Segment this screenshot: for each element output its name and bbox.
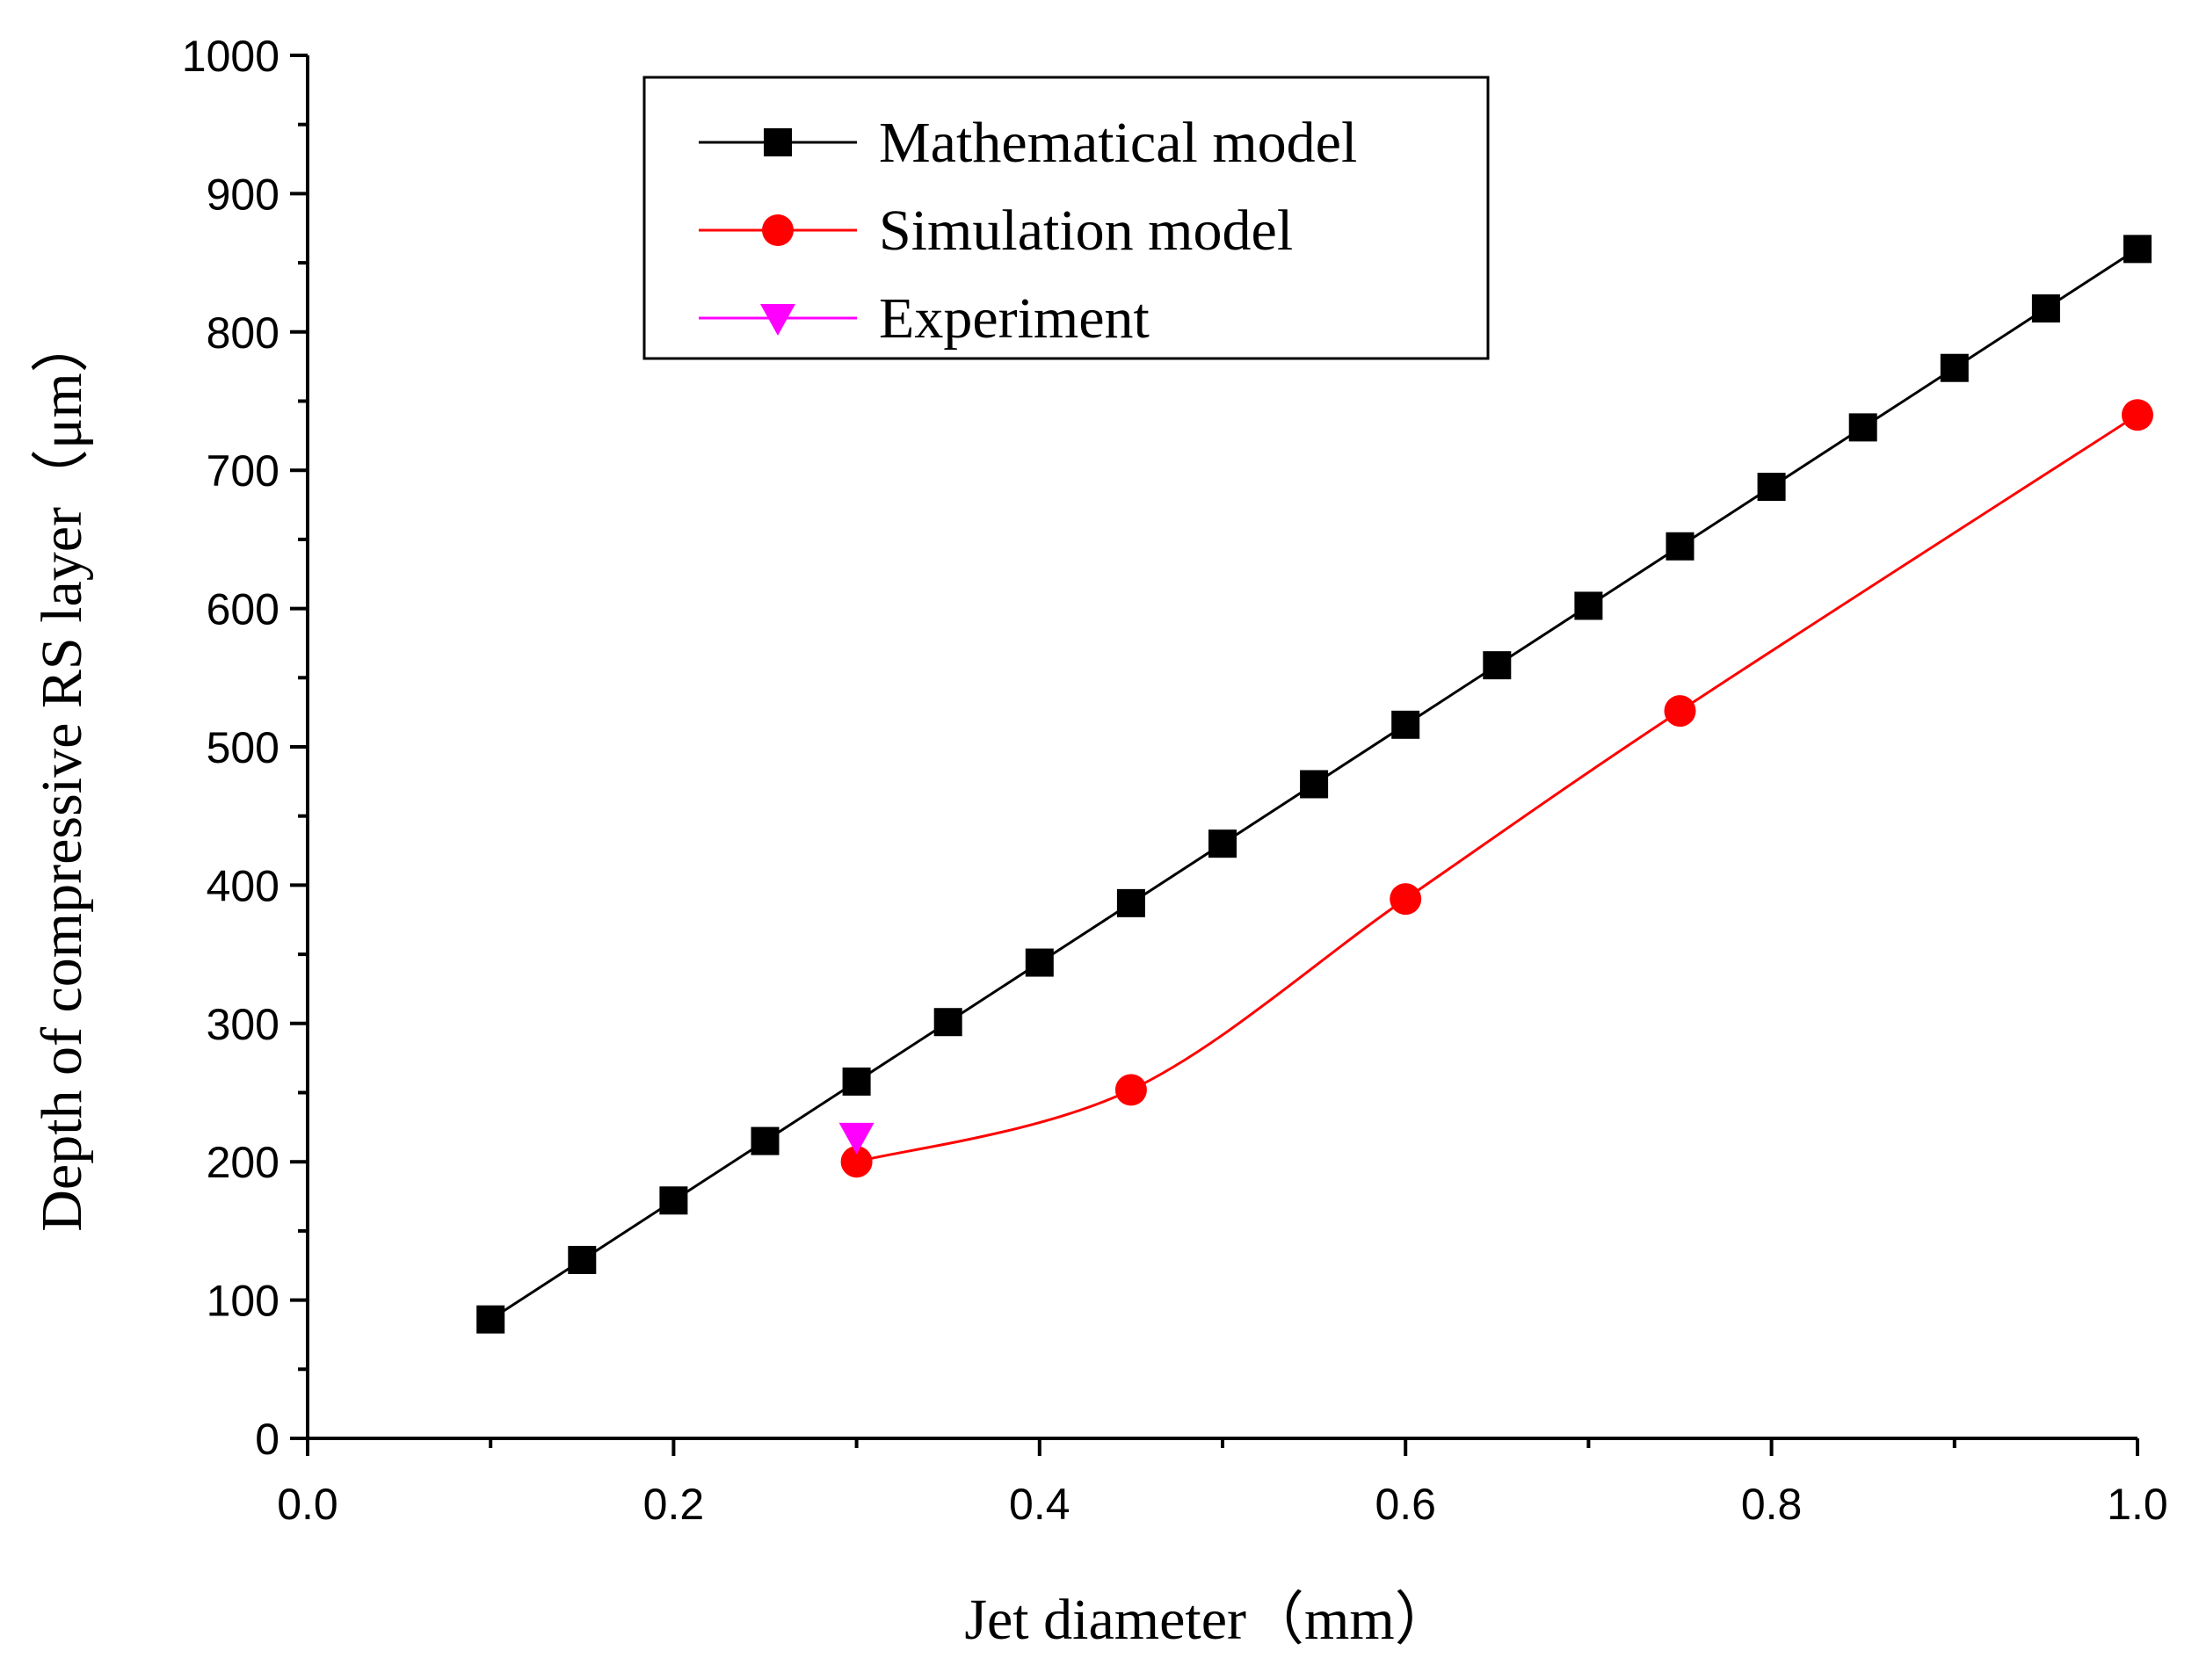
series-line-simulation-model	[856, 413, 2138, 1163]
data-point-mathematical-model	[1300, 770, 1329, 799]
x-tick-label: 0.0	[277, 1480, 338, 1529]
data-point-mathematical-model	[1025, 948, 1054, 977]
y-tick-label: 1000	[182, 32, 279, 81]
axes: 0.0 0.2 0.4 0.6 0.8 1.0 0 100 200 300 400 500 600 700…	[182, 32, 2168, 1529]
data-point-mathematical-model	[1666, 532, 1695, 561]
data-point-mathematical-model	[2031, 294, 2060, 323]
series-layer	[476, 235, 2153, 1334]
data-point-mathematical-model	[1574, 591, 1603, 620]
x-tick-label: 0.6	[1375, 1480, 1436, 1529]
data-point-mathematical-model	[1940, 353, 1969, 382]
x-tick-label: 0.8	[1741, 1480, 1803, 1529]
y-tick-label: 600	[207, 585, 279, 634]
x-axis-title: Jet diameter（mm）	[964, 1588, 1452, 1652]
x-tick-label: 0.4	[1009, 1480, 1070, 1529]
y-tick-label: 200	[207, 1138, 279, 1187]
data-point-simulation-model	[1390, 883, 1422, 916]
y-tick-label: 100	[207, 1277, 279, 1326]
y-tick-label: 300	[207, 1000, 279, 1049]
y-tick-label: 700	[207, 446, 279, 496]
series-simulation-model	[840, 399, 2153, 1178]
data-point-simulation-model	[1114, 1074, 1147, 1106]
legend: Mathematical model Simulation model Experi…	[642, 76, 1490, 360]
y-axis-title: Depth of compressive RS layer（μm）	[30, 315, 94, 1232]
data-point-mathematical-model	[1483, 651, 1512, 680]
y-tick-label: 800	[207, 308, 279, 358]
data-point-mathematical-model	[2123, 235, 2152, 264]
data-point-mathematical-model	[1848, 413, 1877, 442]
data-point-mathematical-model	[1208, 829, 1237, 858]
legend-label-mathematical-model: Mathematical model	[879, 111, 1357, 175]
legend-label-experiment: Experiment	[879, 286, 1150, 351]
data-point-simulation-model	[1664, 695, 1696, 728]
data-point-mathematical-model	[476, 1305, 505, 1334]
data-point-mathematical-model	[568, 1245, 597, 1274]
legend-label-simulation-model: Simulation model	[879, 199, 1293, 263]
x-tick-label: 1.0	[2107, 1480, 2168, 1529]
legend-marker-simulation-model	[762, 214, 794, 246]
y-tick-label: 900	[207, 170, 279, 219]
data-point-mathematical-model	[1116, 888, 1145, 917]
data-point-mathematical-model	[1757, 473, 1786, 502]
series-experiment	[838, 1122, 875, 1155]
data-point-mathematical-model	[1391, 710, 1420, 739]
y-tick-label: 400	[207, 861, 279, 910]
data-point-simulation-model	[2122, 399, 2153, 431]
legend-marker-mathematical-model	[764, 128, 792, 156]
data-point-simulation-model	[840, 1146, 873, 1178]
data-point-experiment	[838, 1122, 875, 1155]
series-mathematical-model	[476, 235, 2152, 1334]
x-tick-label: 0.2	[643, 1480, 705, 1529]
y-tick-label: 0	[255, 1415, 279, 1464]
data-point-mathematical-model	[751, 1126, 780, 1155]
data-point-mathematical-model	[659, 1186, 688, 1215]
y-tick-label: 500	[207, 723, 279, 772]
data-point-mathematical-model	[842, 1067, 871, 1096]
data-point-mathematical-model	[933, 1008, 962, 1037]
legend-marker-experiment	[760, 304, 795, 336]
